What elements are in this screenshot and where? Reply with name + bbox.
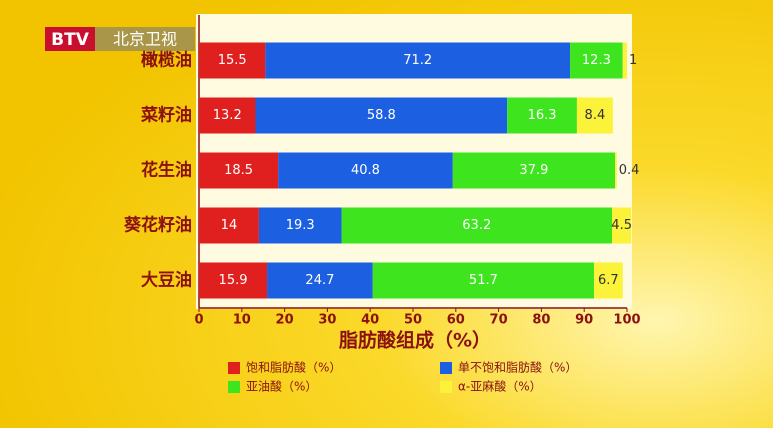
bar-segment xyxy=(615,152,617,189)
value-label: 51.7 xyxy=(469,273,498,288)
bar-segment xyxy=(622,42,627,79)
legend-swatch xyxy=(228,381,240,393)
bar-segment xyxy=(507,97,577,134)
y-tick-label: 葵花籽油 xyxy=(124,215,192,236)
bar-segment xyxy=(199,262,268,299)
value-label: 19.3 xyxy=(286,218,315,233)
value-label: 14 xyxy=(221,218,238,233)
value-label: 0.4 xyxy=(619,163,640,178)
bar-segment xyxy=(372,262,595,299)
legend-label: α-亚麻酸（%） xyxy=(458,379,542,394)
logo-box xyxy=(45,27,95,51)
value-label: 15.9 xyxy=(219,273,248,288)
value-label: 12.3 xyxy=(582,53,611,68)
value-label: 1 xyxy=(629,53,637,68)
legend-swatch xyxy=(440,362,452,374)
y-tick-label: 花生油 xyxy=(141,160,192,181)
value-label: 58.8 xyxy=(367,108,396,123)
y-tick-label: 菜籽油 xyxy=(140,105,192,126)
x-axis-title: 脂肪酸组成（%） xyxy=(339,329,491,352)
x-tick-label: 100 xyxy=(613,313,640,328)
x-tick-label: 0 xyxy=(194,313,203,328)
bar-segment xyxy=(199,97,256,134)
bar-segment xyxy=(570,42,623,79)
value-label: 18.5 xyxy=(224,163,253,178)
legend-swatch xyxy=(440,381,452,393)
legend-label: 亚油酸（%） xyxy=(246,379,317,394)
logo: BTV xyxy=(51,30,90,50)
bar-segment xyxy=(612,207,632,244)
value-label: 37.9 xyxy=(519,163,548,178)
value-label: 24.7 xyxy=(305,273,334,288)
legend-label: 单不饱和脂肪酸（%） xyxy=(458,360,577,375)
bar-segment xyxy=(199,152,279,189)
x-tick-label: 50 xyxy=(404,313,422,328)
value-label: 71.2 xyxy=(403,53,432,68)
y-tick-label: 橄榄油 xyxy=(141,50,192,71)
value-label: 15.5 xyxy=(218,53,247,68)
x-tick-label: 60 xyxy=(447,313,465,328)
channel-name: 北京卫视 xyxy=(113,30,177,49)
value-label: 4.5 xyxy=(611,218,632,233)
legend-swatch xyxy=(228,362,240,374)
x-tick-label: 30 xyxy=(318,313,336,328)
bar-segment xyxy=(255,97,508,134)
bar-segment xyxy=(267,262,373,299)
bar-segment xyxy=(258,207,342,244)
bar-segment xyxy=(265,42,571,79)
x-tick-label: 80 xyxy=(532,313,550,328)
bar-segment xyxy=(452,152,616,189)
x-tick-label: 40 xyxy=(361,313,379,328)
bar-segment xyxy=(199,207,259,244)
bar-segment xyxy=(278,152,453,189)
value-label: 6.7 xyxy=(598,273,619,288)
x-tick-label: 20 xyxy=(276,313,294,328)
value-label: 16.3 xyxy=(528,108,557,123)
bar-segment xyxy=(576,97,613,134)
x-tick-label: 70 xyxy=(490,313,508,328)
bar-segment xyxy=(594,262,623,299)
x-tick-label: 10 xyxy=(233,313,251,328)
value-label: 63.2 xyxy=(462,218,491,233)
legend-label: 饱和脂肪酸（%） xyxy=(246,360,341,375)
bar-segment xyxy=(199,42,266,79)
value-label: 13.2 xyxy=(213,108,242,123)
value-label: 40.8 xyxy=(351,163,380,178)
bar-segment xyxy=(341,207,613,244)
value-label: 8.4 xyxy=(585,108,606,123)
y-tick-label: 大豆油 xyxy=(141,270,192,291)
channel-box xyxy=(95,27,195,51)
x-tick-label: 90 xyxy=(575,313,593,328)
